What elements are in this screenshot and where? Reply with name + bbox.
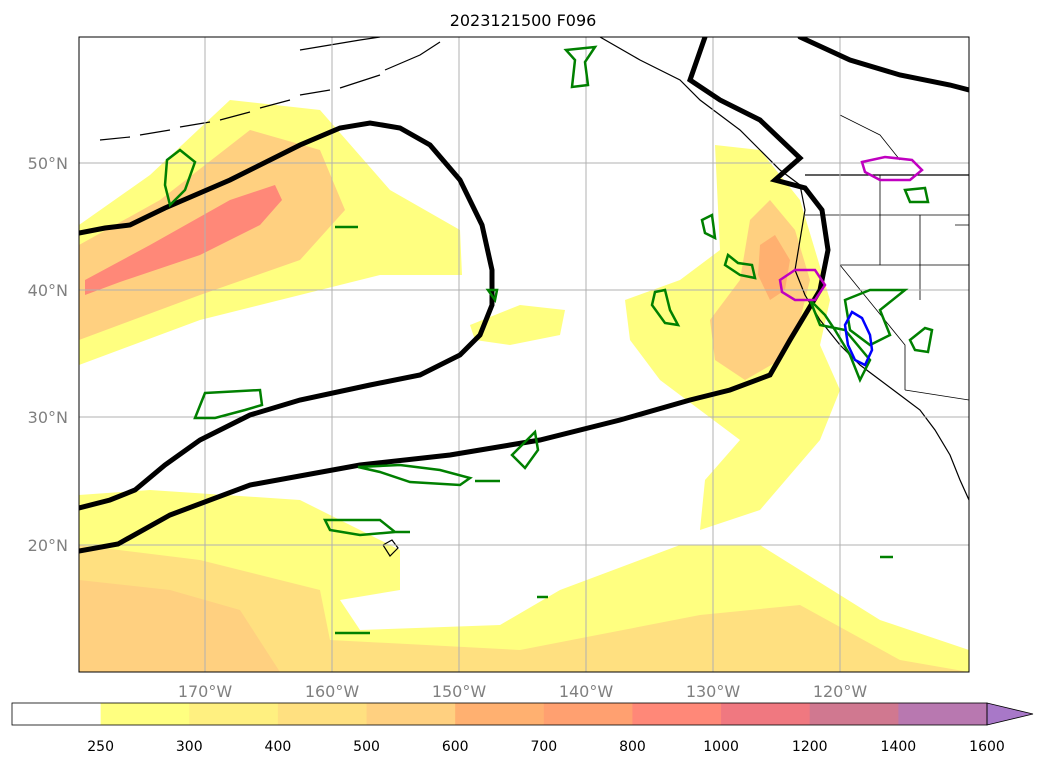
green-contour-4 bbox=[357, 463, 500, 487]
blue-contours bbox=[843, 310, 874, 367]
colorbar: 250 300 400 500 600 700 800 1000 1200 1400 1600 bbox=[11, 702, 1034, 755]
aleutian-coastline bbox=[99, 41, 441, 141]
colorbar-tick-label: 1600 bbox=[969, 739, 1005, 755]
black-contours bbox=[79, 37, 969, 554]
map-panel bbox=[78, 36, 970, 673]
hawaii-island bbox=[382, 539, 399, 557]
colorbar-segment bbox=[809, 703, 899, 725]
colorbar-tick-label: 400 bbox=[265, 739, 292, 755]
colorbar-segment bbox=[721, 703, 811, 725]
colorbar-segment bbox=[898, 703, 988, 725]
plot-title: 2023121500 F096 bbox=[450, 11, 597, 30]
black-contour-southern-band bbox=[79, 37, 831, 554]
green-contours bbox=[163, 45, 934, 635]
colorbar-segment bbox=[632, 703, 722, 725]
lat-label-50n: 50°N bbox=[28, 154, 68, 173]
colorbar-tick-label: 1200 bbox=[792, 739, 828, 755]
green-contour-13 bbox=[808, 288, 909, 384]
map-content bbox=[79, 37, 969, 672]
green-contour-5 bbox=[322, 518, 410, 537]
colorbar-frame bbox=[11, 702, 988, 726]
green-contour-11 bbox=[700, 213, 717, 241]
state-borders bbox=[805, 114, 969, 401]
green-contour-14 bbox=[903, 186, 930, 204]
latitude-labels: 50°N 40°N 30°N 20°N bbox=[28, 154, 68, 555]
colorbar-tick-label: 600 bbox=[442, 739, 469, 755]
green-contour-1 bbox=[163, 148, 197, 208]
colorbar-tick-label: 250 bbox=[87, 739, 114, 755]
colorbar-tick-label: 700 bbox=[530, 739, 557, 755]
lon-label-150w: 150°W bbox=[432, 682, 487, 701]
ivt-region-west-coast-plume-peak bbox=[758, 235, 790, 300]
lat-label-30n: 30°N bbox=[28, 408, 68, 427]
magenta-contour-1 bbox=[860, 155, 924, 182]
colorbar-segment bbox=[12, 703, 102, 725]
lon-label-170w: 170°W bbox=[178, 682, 233, 701]
colorbar-segments bbox=[12, 703, 988, 725]
colorbar-segment bbox=[543, 703, 633, 725]
magenta-contour-2 bbox=[778, 268, 827, 302]
lon-label-130w: 130°W bbox=[686, 682, 741, 701]
colorbar-extend-arrow bbox=[986, 702, 1034, 726]
ivt-region-southwest-core bbox=[79, 580, 280, 672]
colorbar-tick-label: 500 bbox=[353, 739, 380, 755]
ivt-region-mid-pacific-strip bbox=[470, 305, 565, 345]
colorbar-segment bbox=[100, 703, 190, 725]
colorbar-tick-label: 300 bbox=[176, 739, 203, 755]
black-contour-north-loop bbox=[79, 120, 495, 511]
colorbar-labels: 250 300 400 500 600 700 800 1000 1200 1400 1600 bbox=[87, 739, 1005, 755]
colorbar-segment bbox=[366, 703, 456, 725]
colorbar-segment bbox=[189, 703, 279, 725]
lon-label-160w: 160°W bbox=[305, 682, 360, 701]
green-contour-3 bbox=[193, 388, 264, 420]
green-contour-12 bbox=[723, 252, 757, 280]
ivt-region-subtropical-500 bbox=[79, 545, 969, 672]
map-frame bbox=[78, 36, 970, 673]
lon-label-120w: 120°W bbox=[813, 682, 868, 701]
ivt-shading bbox=[79, 100, 969, 672]
green-contour-10 bbox=[650, 288, 681, 327]
colorbar-tick-label: 1000 bbox=[703, 739, 739, 755]
lat-label-20n: 20°N bbox=[28, 536, 68, 555]
black-contour-northeast bbox=[797, 37, 969, 93]
green-contour-17 bbox=[485, 288, 499, 304]
green-contour-7 bbox=[510, 429, 540, 470]
lon-label-140w: 140°W bbox=[559, 682, 614, 701]
colorbar-segment bbox=[455, 703, 545, 725]
green-contour-15 bbox=[908, 326, 934, 354]
colorbar-segment bbox=[277, 703, 368, 725]
ivt-region-north-pacific-core bbox=[85, 185, 282, 295]
longitude-labels: 170°W 160°W 150°W 140°W 130°W 120°W bbox=[178, 682, 868, 701]
blue-contour-1 bbox=[843, 310, 874, 367]
green-contour-9 bbox=[563, 45, 598, 89]
colorbar-tick-label: 1400 bbox=[881, 739, 917, 755]
colorbar-tick-label: 800 bbox=[619, 739, 646, 755]
lat-label-40n: 40°N bbox=[28, 281, 68, 300]
magenta-contours bbox=[778, 155, 924, 302]
